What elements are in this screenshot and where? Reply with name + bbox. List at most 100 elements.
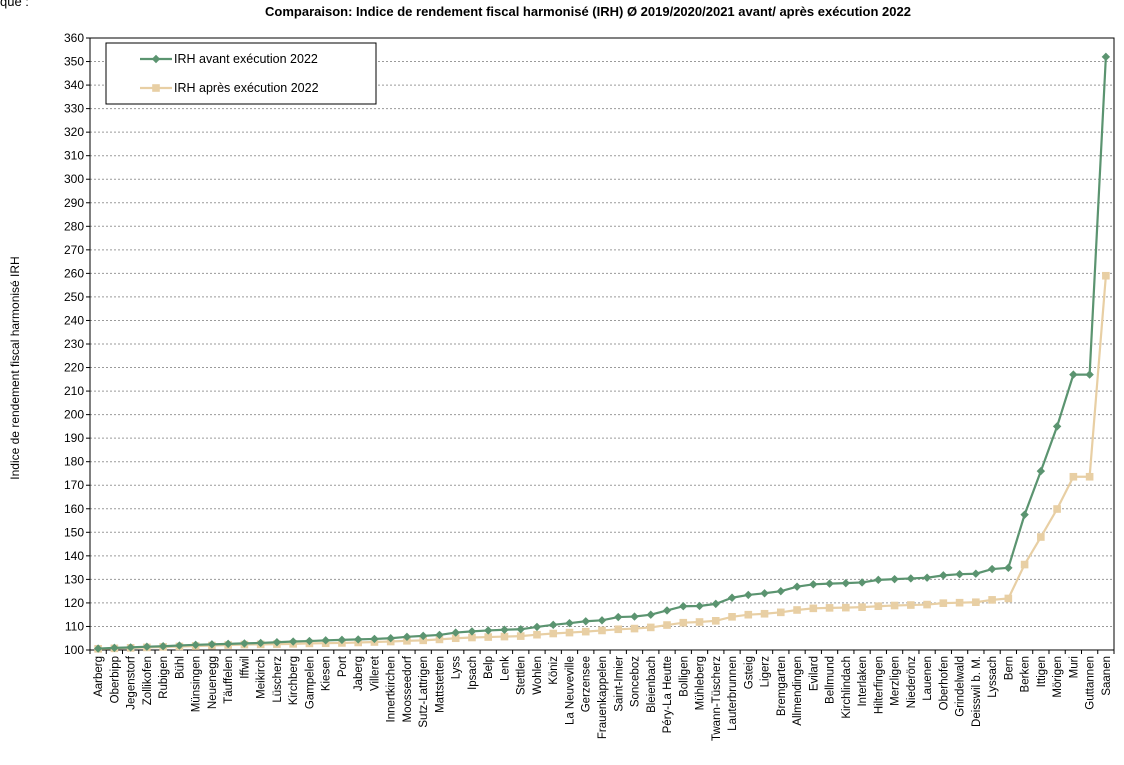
x-tick-label: Frauenkappelen [597, 656, 609, 739]
y-tick-label: 120 [64, 596, 84, 610]
x-tick-label: Oberhofen [938, 656, 950, 710]
x-tick-label: Innertkirchen [386, 656, 398, 722]
data-point [809, 604, 818, 613]
x-tick-label: Muri [1068, 656, 1080, 678]
data-point [679, 602, 688, 611]
data-point [939, 571, 948, 580]
data-point [468, 633, 476, 642]
x-tick-label: Köniz [548, 656, 560, 685]
grid-lines [90, 37, 1114, 627]
x-tick-label: Kiesen [321, 656, 333, 691]
data-point [793, 606, 801, 614]
data-point [939, 599, 948, 607]
x-tick-label: Grindelwald [955, 656, 967, 717]
data-point [402, 632, 412, 642]
data-point [874, 575, 883, 585]
x-tick-label: Meikirch [256, 656, 268, 699]
data-point [500, 632, 509, 641]
data-point [711, 599, 720, 609]
data-point [662, 606, 672, 615]
data-point [874, 602, 883, 611]
data-point [842, 603, 850, 612]
y-tick-label: 260 [64, 266, 84, 280]
y-tick-label: 220 [64, 361, 84, 375]
data-point [126, 643, 135, 652]
data-point [1101, 52, 1111, 62]
plot-area-border [89, 37, 1115, 651]
data-point [858, 603, 866, 611]
x-tick-label: Ipsach [467, 656, 479, 690]
x-tick-label: Belp [483, 656, 495, 679]
y-tick-label: 320 [64, 125, 84, 139]
x-tick-label: Münsingen [191, 656, 203, 712]
data-point [922, 573, 932, 582]
x-tick-label: Mühleberg [695, 656, 707, 710]
data-point [955, 570, 964, 579]
data-point [776, 586, 785, 596]
x-tick-label: Kirchberg [288, 656, 300, 705]
x-tick-label: Mattstetten [434, 656, 446, 713]
x-tick-label: Jaberg [353, 656, 365, 691]
data-point [955, 598, 964, 607]
x-tick-label: Interlaken [857, 656, 869, 707]
y-tick-label: 340 [64, 78, 84, 92]
data-point [760, 589, 769, 598]
data-point [906, 574, 916, 583]
data-point [370, 634, 379, 644]
x-tick-label: Moosseedorf [402, 655, 414, 722]
data-point [695, 601, 704, 611]
data-point [516, 625, 525, 634]
y-tick-label: 330 [64, 102, 84, 116]
x-tick-label: Lenk [499, 656, 511, 681]
legend-label: IRH après exécution 2022 [174, 81, 319, 95]
data-point [972, 598, 980, 607]
y-tick-label: 180 [64, 455, 84, 469]
x-tick-label: Lauenen [922, 656, 934, 701]
data-point [451, 628, 460, 637]
data-point [857, 578, 867, 587]
data-point [581, 627, 590, 636]
y-tick-label: 360 [64, 31, 84, 45]
y-tick-label: 310 [64, 149, 84, 163]
x-tick-label: Allmendingen [792, 656, 804, 726]
legend-box [105, 42, 377, 105]
x-tick-label: Niederönz [906, 656, 918, 709]
data-point [110, 643, 119, 653]
data-point [93, 644, 103, 653]
data-point [337, 635, 347, 645]
data-point [630, 624, 639, 633]
data-point [500, 625, 509, 634]
x-tick-label: Gerzensee [581, 656, 593, 712]
data-point [890, 574, 899, 584]
data-point [1085, 370, 1094, 379]
x-tick-label: Lüscherz [272, 656, 284, 703]
data-point [240, 639, 249, 648]
data-point [142, 642, 152, 651]
x-tick-label: Deisswil b. M. [971, 656, 983, 727]
data-point [614, 625, 623, 634]
data-point [614, 612, 623, 622]
data-point [1053, 505, 1061, 513]
legend-marker [151, 54, 161, 64]
y-tick-label: 240 [64, 313, 84, 327]
x-tick-label: Aarberg [93, 656, 105, 697]
data-point [1004, 594, 1013, 603]
y-tick-labels: 100 110 120 130 140 150 160 170 180 190 200 210 220 2… [64, 31, 84, 657]
data-point [1020, 510, 1029, 519]
data-point [484, 633, 493, 641]
data-point [825, 604, 834, 612]
data-point [825, 579, 834, 588]
series-apres [94, 271, 1110, 653]
data-point [1004, 563, 1013, 573]
data-point [711, 617, 720, 625]
y-tick-label: 250 [64, 290, 84, 304]
x-tick-label: Berken [1020, 656, 1032, 692]
x-tick-label: Lyssach [987, 656, 999, 698]
data-point [1069, 472, 1078, 481]
y-tick-label: 290 [64, 196, 84, 210]
y-tick-label: 230 [64, 337, 84, 351]
data-point [435, 630, 444, 640]
data-point [288, 637, 298, 646]
x-tick-label: Bern [1003, 656, 1015, 680]
series-line [98, 275, 1107, 650]
